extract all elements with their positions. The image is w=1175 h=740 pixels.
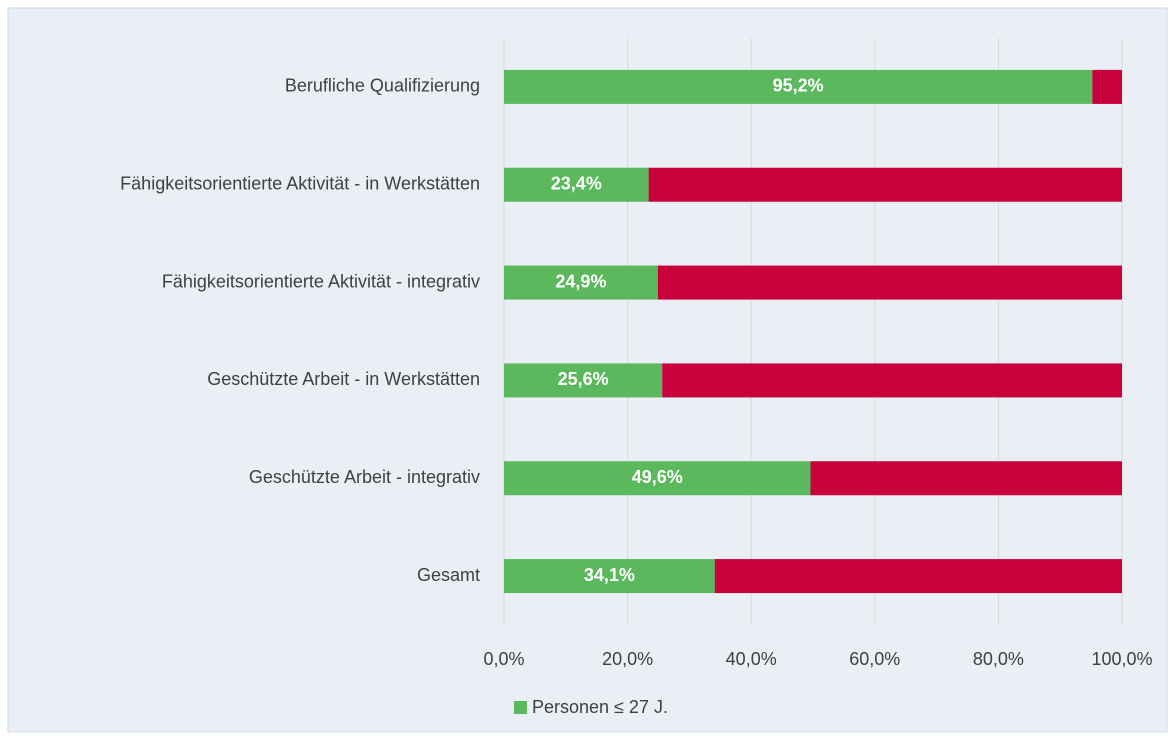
legend-swatch <box>514 701 527 714</box>
bar-segment <box>662 363 1122 398</box>
data-label: 23,4% <box>551 174 602 194</box>
bar-segment <box>1092 69 1122 104</box>
y-tick-label: Geschützte Arbeit - integrativ <box>249 467 480 487</box>
data-label: 25,6% <box>558 369 609 389</box>
bar-segment <box>504 559 715 594</box>
bar-segment <box>504 167 649 202</box>
bar-segment <box>648 167 1122 202</box>
x-tick-label: 60,0% <box>849 649 900 669</box>
y-tick-label: Gesamt <box>417 565 480 585</box>
x-tick-label: 80,0% <box>973 649 1024 669</box>
x-tick-label: 40,0% <box>726 649 777 669</box>
x-tick-label: 100,0% <box>1091 649 1152 669</box>
legend-label: Personen ≤ 27 J. <box>532 697 668 717</box>
data-label: 24,9% <box>555 271 606 291</box>
bar-segment <box>714 559 1122 594</box>
y-tick-label: Geschützte Arbeit - in Werkstätten <box>207 369 480 389</box>
bar-segment <box>504 265 658 300</box>
bar-segment <box>657 265 1122 300</box>
bar-segment <box>810 461 1122 496</box>
data-label: 34,1% <box>584 565 635 585</box>
y-tick-label: Fähigkeitsorientierte Aktivität - integr… <box>162 271 480 291</box>
data-label: 95,2% <box>773 76 824 96</box>
data-label: 49,6% <box>632 467 683 487</box>
bar-segment <box>504 461 811 496</box>
y-tick-label: Berufliche Qualifizierung <box>285 76 480 96</box>
y-tick-label: Fähigkeitsorientierte Aktivität - in Wer… <box>120 174 480 194</box>
x-tick-label: 0,0% <box>483 649 524 669</box>
bar-segment <box>504 69 1093 104</box>
bar-segment <box>504 363 663 398</box>
x-tick-label: 20,0% <box>602 649 653 669</box>
